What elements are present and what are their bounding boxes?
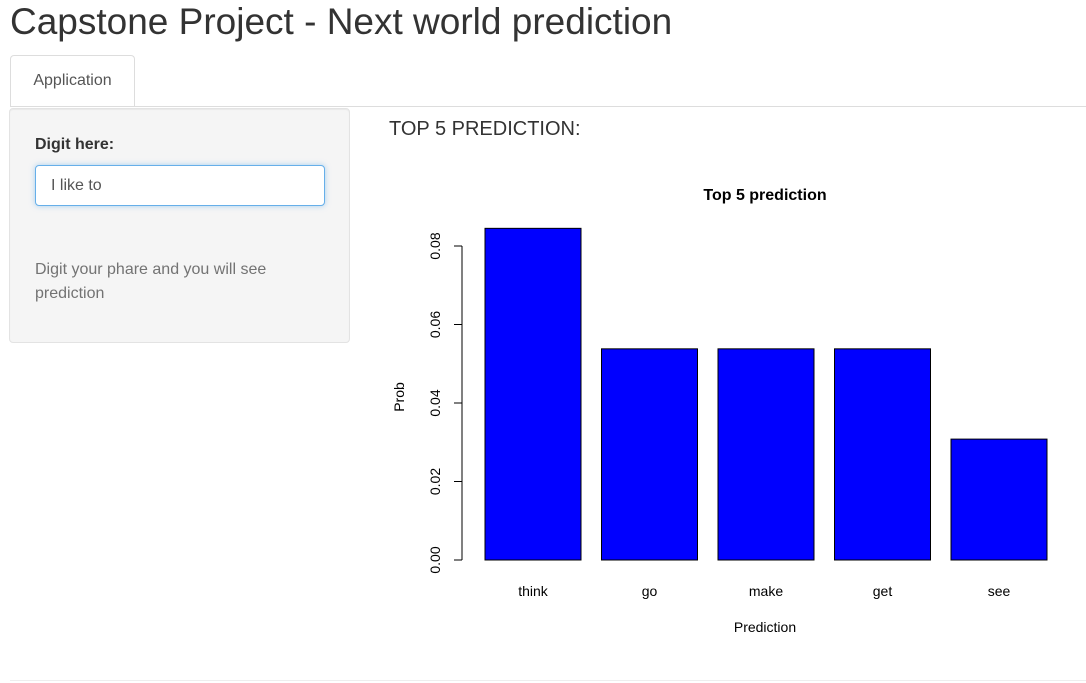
- bar-make: [717, 348, 815, 561]
- footer-divider: [10, 680, 1086, 681]
- x-tick-label: get: [873, 583, 893, 599]
- output-heading: TOP 5 PREDICTION:: [389, 118, 581, 140]
- y-tick-label: 0.08: [427, 232, 443, 259]
- bar-see: [950, 438, 1048, 561]
- bar-get: [834, 348, 931, 561]
- x-axis-title: Prediction: [734, 619, 796, 635]
- y-tick-label: 0.00: [427, 546, 443, 573]
- y-tick-label: 0.02: [427, 468, 443, 495]
- chart-title: Top 5 prediction: [703, 187, 826, 204]
- page-title: Capstone Project - Next world prediction: [10, 1, 673, 42]
- x-tick-label: go: [642, 583, 658, 599]
- phrase-input[interactable]: [35, 165, 325, 206]
- x-tick-label: make: [749, 583, 783, 599]
- bar-go: [601, 348, 698, 561]
- help-text: Digit your phare and you will see predic…: [35, 261, 267, 302]
- y-tick-label: 0.04: [427, 389, 443, 416]
- prediction-bar-chart: Top 5 prediction think go make get see 0.00 0.0…: [391, 187, 1048, 635]
- y-axis-title: Prob: [391, 382, 407, 412]
- x-tick-label: think: [518, 583, 549, 599]
- x-tick-label: see: [988, 583, 1011, 599]
- y-tick-label: 0.06: [427, 311, 443, 338]
- sidebar-panel: Digit here: Digit your phare and you wil…: [9, 108, 350, 343]
- tab-application[interactable]: Application: [10, 55, 135, 107]
- tabs-divider: [10, 106, 1086, 107]
- bar-think: [484, 227, 582, 561]
- input-label: Digit here:: [35, 136, 115, 153]
